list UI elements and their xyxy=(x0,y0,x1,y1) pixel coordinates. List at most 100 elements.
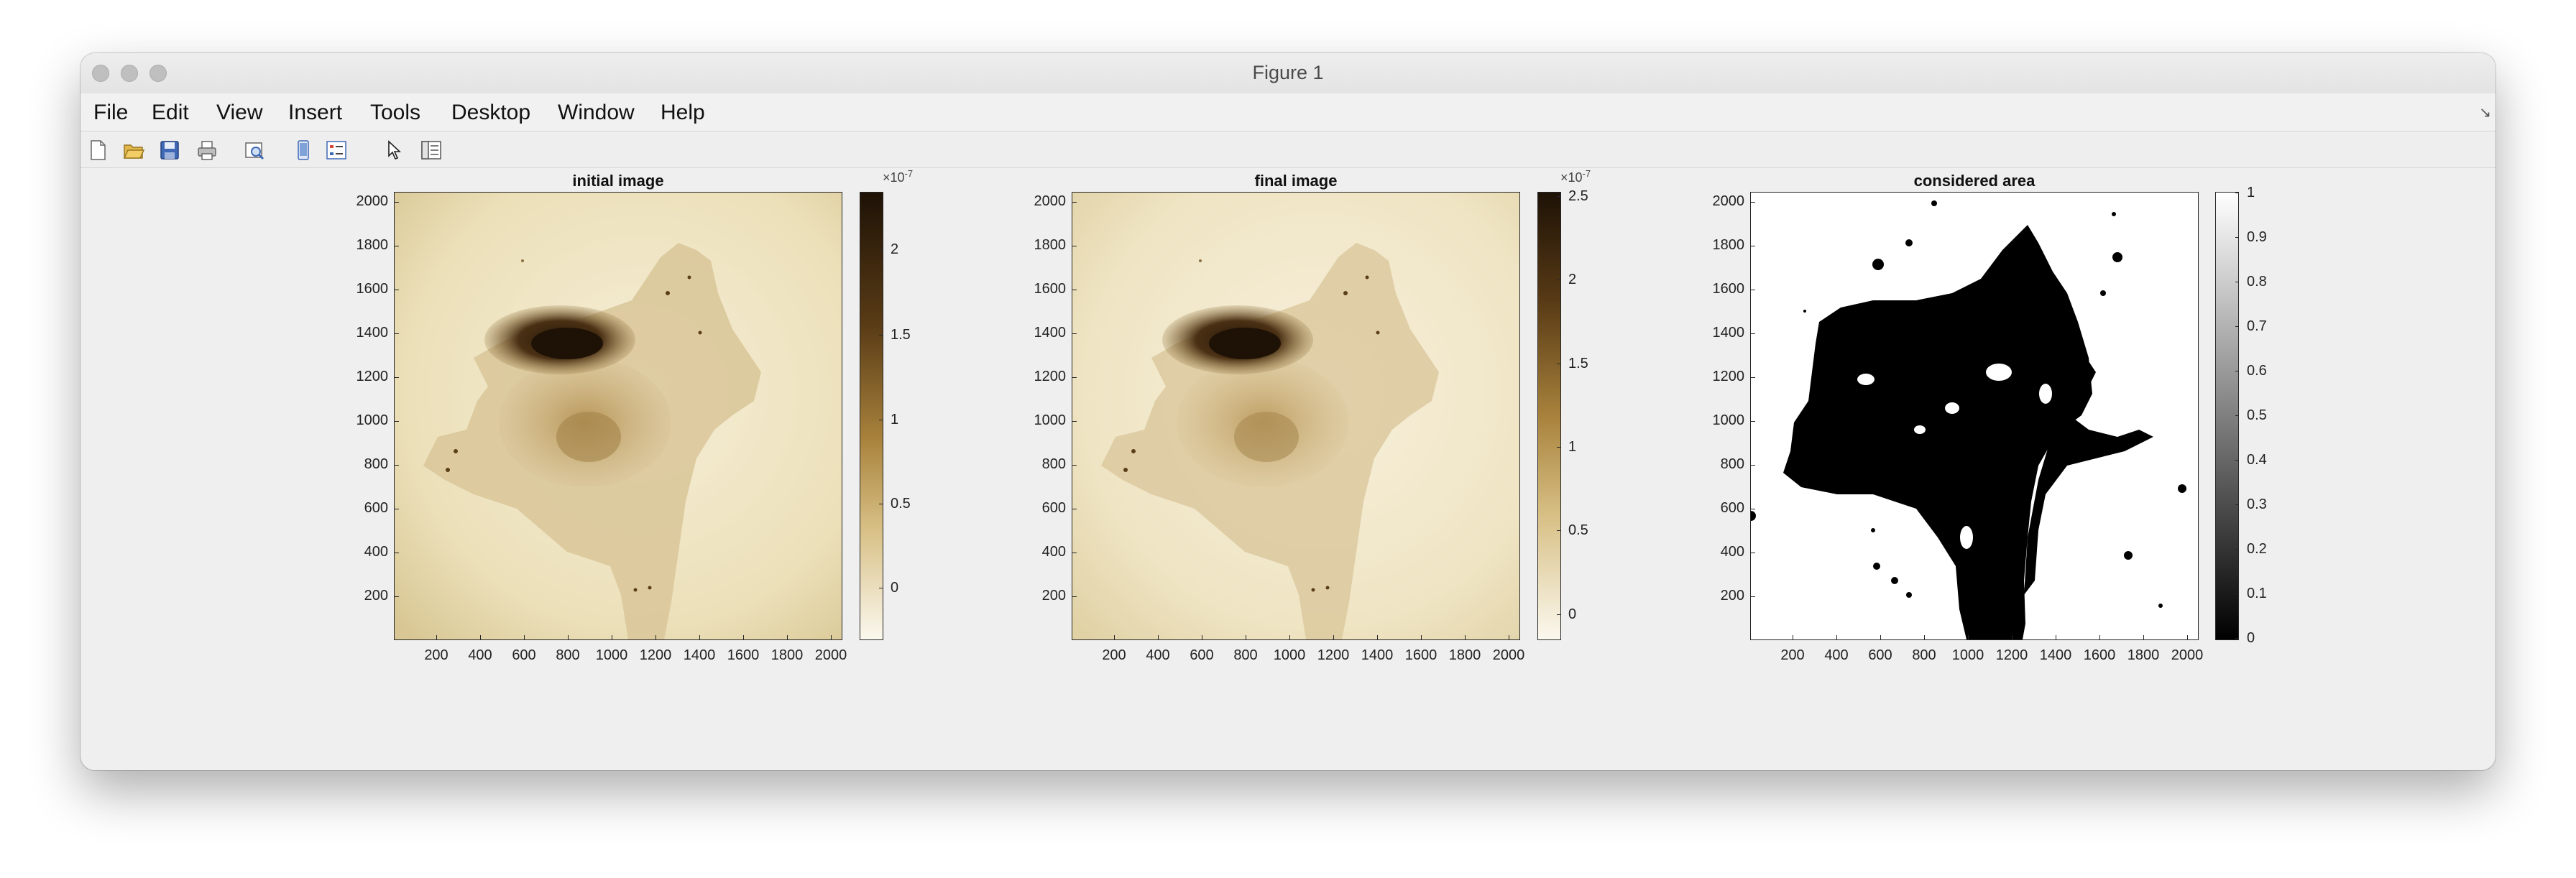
colorbar-tick-label: 0.1 xyxy=(2247,586,2267,601)
x-tick-label: 200 xyxy=(1780,647,1805,663)
colorbar-tick-mark xyxy=(2235,415,2239,416)
colorbar-tick-mark xyxy=(2235,326,2239,327)
final-image-axes[interactable] xyxy=(1072,192,1520,640)
link-plot-icon[interactable] xyxy=(292,139,315,162)
x-tick-label: 1200 xyxy=(639,647,672,663)
initial-image-colorbar-exponent: ×10-7 xyxy=(883,168,914,185)
x-tick-label: 1400 xyxy=(683,647,716,663)
considered-area-colorbar[interactable] xyxy=(2215,192,2239,640)
open-file-icon[interactable] xyxy=(122,139,145,162)
x-tick-label: 1400 xyxy=(2039,647,2072,663)
y-tick-mark xyxy=(1072,465,1077,466)
y-tick-mark xyxy=(395,333,399,334)
y-tick-label: 400 xyxy=(364,544,388,560)
property-inspector-icon[interactable] xyxy=(420,139,443,162)
y-tick-label: 800 xyxy=(364,456,388,472)
x-tick-mark xyxy=(1836,635,1837,639)
x-tick-mark xyxy=(1333,635,1334,639)
x-tick-mark xyxy=(480,635,481,639)
x-tick-mark xyxy=(2143,635,2144,639)
print-icon[interactable] xyxy=(196,139,218,162)
new-figure-icon[interactable] xyxy=(86,139,109,162)
x-tick-label: 1600 xyxy=(2083,647,2116,663)
plot-title-considered-area: considered area xyxy=(1913,172,2036,190)
final-image-colorbar-exponent: ×10-7 xyxy=(1560,168,1591,185)
save-icon[interactable] xyxy=(158,139,181,162)
colorbar-tick-mark xyxy=(2235,237,2239,238)
title-bar: Figure 1 xyxy=(80,53,2496,93)
initial-image-colorbar[interactable] xyxy=(860,192,883,640)
x-tick-mark xyxy=(524,635,525,639)
colorbar-tick-label: 0 xyxy=(891,580,899,596)
x-tick-label: 200 xyxy=(424,647,448,663)
y-tick-mark xyxy=(1751,377,1755,378)
colorbar-tick-label: 2.5 xyxy=(1568,188,1588,204)
x-tick-label: 2000 xyxy=(2171,647,2204,663)
x-tick-mark xyxy=(787,635,788,639)
menu-edit[interactable]: Edit xyxy=(152,101,189,124)
x-tick-mark xyxy=(743,635,744,639)
x-tick-mark xyxy=(831,635,832,639)
minimize-window-button[interactable] xyxy=(121,65,138,82)
y-tick-mark xyxy=(395,465,399,466)
figure-canvas[interactable]: initial image ×10-7 final image xyxy=(80,168,2496,770)
y-tick-label: 200 xyxy=(1720,588,1744,604)
menu-tools[interactable]: Tools xyxy=(370,101,421,124)
colorbar-tick-mark xyxy=(2235,460,2239,461)
menu-desktop[interactable]: Desktop xyxy=(451,101,531,124)
colorbar-tick-label: 2 xyxy=(1568,272,1577,287)
y-tick-label: 1800 xyxy=(356,237,389,253)
x-tick-mark xyxy=(1880,635,1881,639)
x-tick-label: 1600 xyxy=(727,647,760,663)
colorbar-tick-label: 1.5 xyxy=(1568,356,1588,371)
colorbar-tick-mark xyxy=(2235,504,2239,505)
y-tick-label: 1400 xyxy=(1712,325,1745,341)
menu-insert[interactable]: Insert xyxy=(288,101,343,124)
colorbar-tick-mark xyxy=(2235,593,2239,594)
considered-area-axes[interactable] xyxy=(1750,192,2199,640)
y-tick-label: 200 xyxy=(364,588,388,604)
y-tick-label: 400 xyxy=(1720,544,1744,560)
colorbar-tick-label: 1 xyxy=(891,412,899,428)
y-tick-mark xyxy=(395,377,399,378)
x-tick-label: 600 xyxy=(1190,647,1214,663)
colorbar-tick-mark xyxy=(879,249,883,250)
dock-arrow-icon[interactable]: ↘ xyxy=(2479,105,2491,121)
y-tick-label: 1800 xyxy=(1712,237,1745,253)
final-image-colorbar[interactable] xyxy=(1537,192,1561,640)
colorbar-tick-label: 0.6 xyxy=(2247,363,2267,379)
zoom-window-button[interactable] xyxy=(150,65,167,82)
initial-image-axes[interactable] xyxy=(394,192,842,640)
x-tick-mark xyxy=(1377,635,1378,639)
edit-plot-arrow-icon[interactable] xyxy=(382,139,405,162)
close-window-button[interactable] xyxy=(92,65,109,82)
x-tick-mark xyxy=(1465,635,1466,639)
y-tick-mark xyxy=(395,421,399,422)
menu-file[interactable]: File xyxy=(93,101,129,124)
x-tick-label: 2000 xyxy=(1492,647,1525,663)
colorbar-tick-label: 0.5 xyxy=(2247,407,2267,423)
colorbar-tick-label: 2 xyxy=(891,241,899,257)
colorbar-tick-mark xyxy=(1557,447,1560,448)
menu-help[interactable]: Help xyxy=(661,101,705,124)
y-tick-label: 1200 xyxy=(1712,369,1745,384)
colorbar-tick-mark xyxy=(879,335,883,336)
x-tick-mark xyxy=(1924,635,1925,639)
x-tick-mark xyxy=(568,635,569,639)
menu-window[interactable]: Window xyxy=(558,101,635,124)
x-tick-label: 600 xyxy=(1868,647,1892,663)
x-tick-label: 1000 xyxy=(1951,647,1984,663)
y-tick-mark xyxy=(395,596,399,597)
x-tick-label: 1800 xyxy=(1448,647,1481,663)
menu-view[interactable]: View xyxy=(216,101,263,124)
colorbar-tick-mark xyxy=(1557,530,1560,531)
y-tick-label: 2000 xyxy=(356,193,389,209)
considered-area-mask xyxy=(1751,200,2186,639)
y-tick-label: 600 xyxy=(1720,500,1744,516)
print-preview-icon[interactable] xyxy=(243,139,266,162)
x-tick-label: 1000 xyxy=(595,647,628,663)
y-tick-label: 1000 xyxy=(1712,412,1745,428)
colorbar-tick-label: 0.7 xyxy=(2247,318,2267,334)
insert-legend-icon[interactable] xyxy=(325,139,348,162)
colorbar-tick-mark xyxy=(1557,279,1560,280)
